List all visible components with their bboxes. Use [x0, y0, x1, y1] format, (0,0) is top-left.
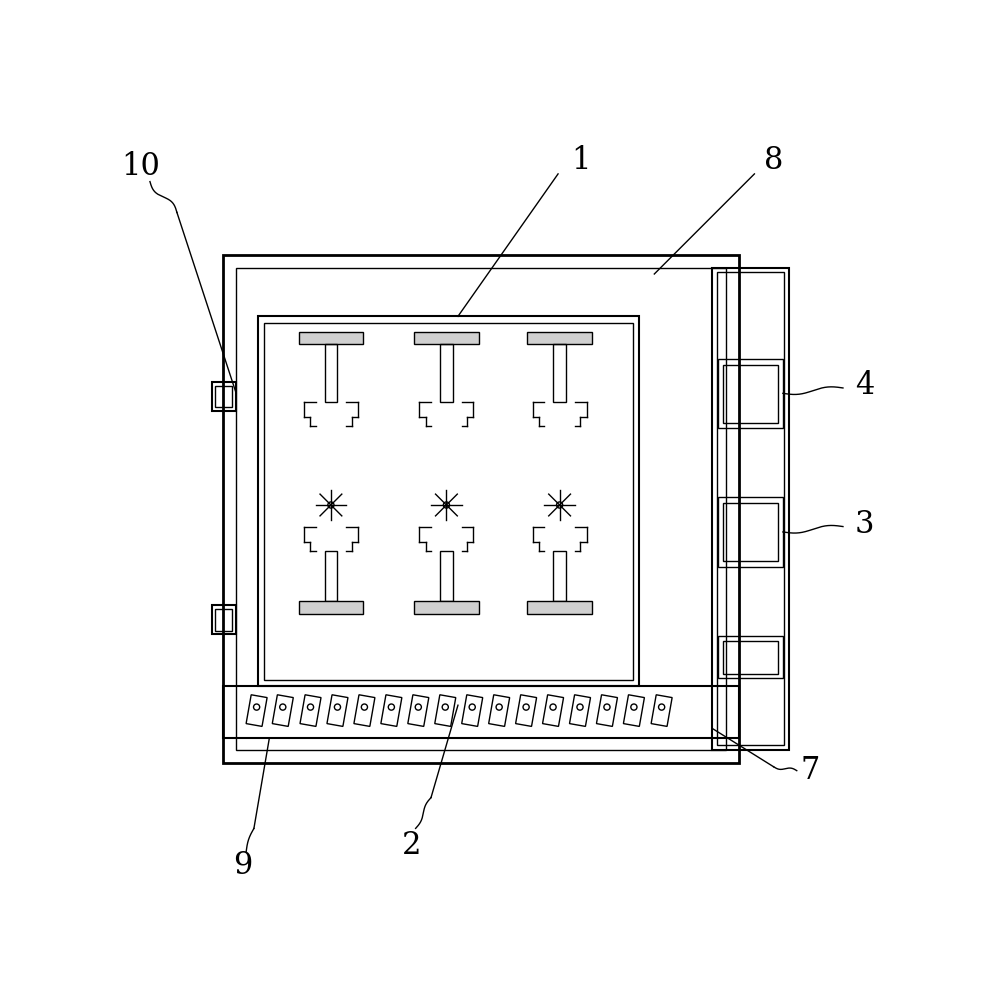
Bar	[461, 695, 482, 726]
Bar	[381, 695, 402, 726]
Bar	[434, 695, 455, 726]
Bar	[212, 605, 236, 634]
Text: 8: 8	[763, 145, 782, 176]
Text: 4: 4	[854, 370, 874, 401]
Bar	[246, 695, 266, 726]
Bar	[439, 551, 452, 601]
Bar	[569, 695, 589, 726]
Bar	[650, 695, 672, 726]
Bar	[215, 609, 233, 631]
Bar	[553, 551, 566, 601]
Bar	[212, 382, 236, 411]
Bar	[327, 695, 348, 726]
Bar	[716, 272, 783, 745]
Bar	[515, 695, 536, 726]
Bar	[298, 332, 363, 344]
Bar	[300, 695, 321, 726]
Bar	[257, 316, 638, 686]
Text: 1: 1	[571, 145, 590, 176]
Bar	[722, 503, 777, 561]
Bar	[215, 386, 233, 407]
Text: 7: 7	[800, 755, 819, 786]
Bar	[722, 365, 777, 423]
Text: 9: 9	[233, 850, 251, 881]
Bar	[722, 641, 777, 674]
Bar	[718, 497, 782, 567]
Text: 2: 2	[402, 830, 421, 861]
Bar	[263, 323, 632, 680]
Bar	[439, 344, 452, 402]
Bar	[553, 344, 566, 402]
Bar	[324, 344, 337, 402]
Bar	[712, 268, 788, 750]
Bar	[414, 601, 478, 614]
Bar	[414, 332, 478, 344]
Bar	[527, 601, 591, 614]
Bar	[272, 695, 293, 726]
Bar	[236, 268, 726, 750]
Bar	[354, 695, 375, 726]
Bar	[223, 255, 739, 763]
Bar	[298, 601, 363, 614]
Bar	[718, 636, 782, 678]
Bar	[623, 695, 644, 726]
Bar	[488, 695, 509, 726]
Bar	[718, 359, 782, 428]
Bar	[595, 695, 617, 726]
Bar	[223, 686, 739, 738]
Bar	[527, 332, 591, 344]
Bar	[542, 695, 563, 726]
Bar	[324, 551, 337, 601]
Bar	[408, 695, 428, 726]
Text: 3: 3	[854, 509, 874, 540]
Text: 10: 10	[121, 151, 160, 182]
